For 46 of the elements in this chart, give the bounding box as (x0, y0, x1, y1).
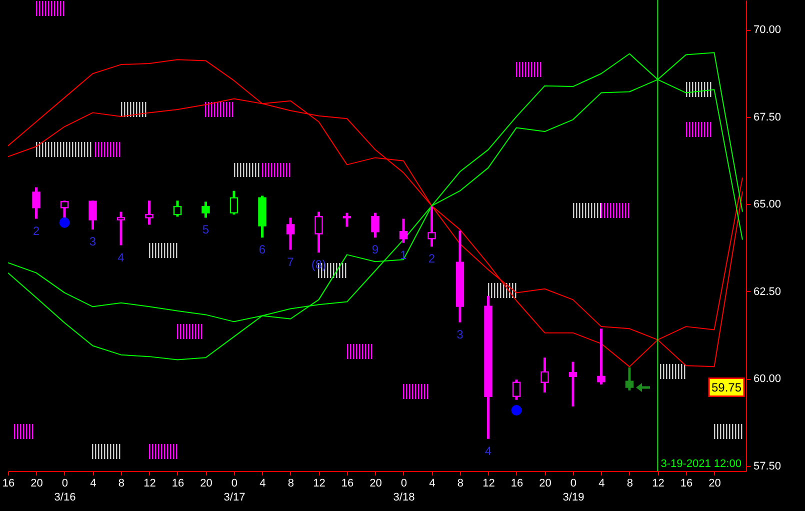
annotation: 1 (400, 248, 408, 262)
ref-line-label: 3-19-2021 12:00 (660, 458, 742, 470)
annotation: 4 (118, 250, 125, 264)
x-tick-label: 12 (652, 478, 664, 490)
x-tick-label: 12 (482, 478, 495, 490)
annotation: (8) (311, 258, 326, 272)
y-tick-label: 60.00 (754, 373, 782, 386)
x-tick-label: 4 (598, 478, 605, 490)
x-tick-label: 12 (313, 478, 326, 490)
x-tick-label: 0 3/18 (393, 478, 415, 504)
x-tick-label: 20 (30, 478, 43, 490)
x-tick-label: 16 (172, 478, 184, 490)
annotation: 4 (484, 444, 492, 458)
x-tick-label: 8 (626, 478, 634, 490)
annotation: 6 (258, 242, 266, 257)
y-tick-label: 62.50 (754, 286, 782, 298)
annotation: 59.75 (711, 380, 742, 394)
x-tick-label: 0 3/19 (562, 478, 584, 504)
x-tick-label: 16 (510, 478, 524, 490)
x-tick-label: 12 (144, 478, 156, 490)
annotation: 3 (89, 234, 96, 249)
x-tick-label: 8 (457, 478, 464, 490)
y-tick-label: 67.50 (754, 111, 782, 124)
y-tick-label: 65.00 (754, 198, 782, 211)
x-tick-label: 16 (2, 478, 15, 490)
y-tick-label: 70.00 (754, 24, 782, 36)
annotation: 3 (456, 327, 464, 342)
x-tick-label: 8 (288, 478, 294, 490)
x-tick-label: 4 (429, 478, 436, 490)
y-tick-label: 57.50 (754, 460, 782, 472)
x-tick-label: 8 (118, 478, 125, 490)
x-tick-label: 16 (680, 478, 693, 490)
x-tick-label: 20 (200, 478, 212, 490)
x-tick-label: 0 3/16 (54, 478, 76, 504)
x-tick-label: 4 (260, 478, 266, 490)
x-tick-label: 0 3/17 (224, 478, 246, 504)
annotation: 2 (428, 252, 436, 266)
x-tick-label: 20 (370, 478, 382, 490)
annotation: 5 (202, 222, 210, 237)
annotation: 9 (372, 242, 379, 257)
x-tick-label: 16 (341, 478, 354, 490)
x-tick-label: 20 (708, 478, 721, 490)
annotation: 2 (32, 224, 40, 238)
annotation: 7 (287, 254, 294, 269)
x-tick-label: 20 (539, 478, 552, 490)
x-tick-label: 4 (90, 478, 96, 490)
